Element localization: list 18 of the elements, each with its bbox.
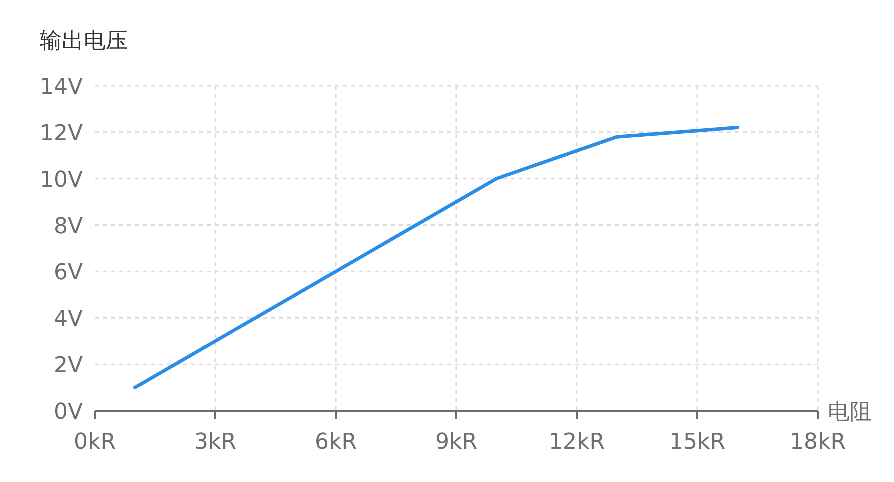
y-tick-label: 8V bbox=[54, 214, 83, 240]
y-tick-label: 2V bbox=[54, 354, 83, 379]
y-tick-label: 0V bbox=[54, 400, 83, 425]
y-tick-label: 6V bbox=[54, 260, 83, 286]
y-tick-label: 4V bbox=[54, 307, 83, 332]
x-tick-label: 3kR bbox=[194, 430, 237, 455]
line-series bbox=[133, 126, 740, 390]
x-tick-label: 9kR bbox=[435, 430, 478, 455]
x-tick-label: 12kR bbox=[548, 430, 606, 455]
y-tick-label: 12V bbox=[40, 121, 83, 146]
x-tick-label: 6kR bbox=[314, 430, 358, 455]
y-tick-label: 14V bbox=[40, 75, 83, 100]
y-axis-title: 输出电压 bbox=[40, 29, 128, 54]
x-tick-label: 18kR bbox=[790, 430, 846, 455]
x-tick-label: 15kR bbox=[669, 430, 726, 455]
x-axis-title: 电阻 bbox=[828, 400, 872, 425]
x-tick-label: 0kR bbox=[74, 430, 116, 455]
y-tick-label: 10V bbox=[40, 168, 83, 193]
